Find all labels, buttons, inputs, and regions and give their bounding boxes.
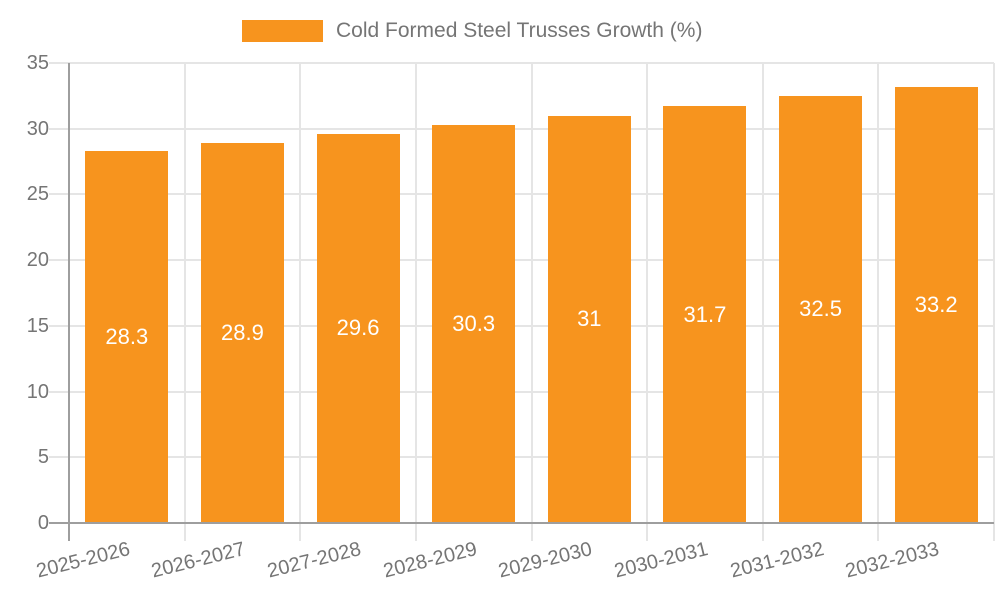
bar[interactable] xyxy=(85,151,169,523)
bar[interactable] xyxy=(547,115,631,523)
bar-value-label: 30.3 xyxy=(452,310,496,336)
y-tick-label: 20 xyxy=(26,249,49,271)
y-tick-label: 10 xyxy=(26,381,49,403)
gridline-vertical xyxy=(184,63,186,541)
bar-value-label: 33.2 xyxy=(914,291,958,317)
bar-value-label: 31 xyxy=(577,306,602,332)
gridline-vertical xyxy=(993,63,995,541)
bar-value-label: 28.9 xyxy=(221,320,264,346)
y-tick-label: 30 xyxy=(26,118,49,140)
y-tick-label: 5 xyxy=(37,446,49,468)
gridline-vertical xyxy=(762,63,764,541)
gridline-vertical xyxy=(646,63,648,541)
gridline-vertical xyxy=(877,63,879,541)
bar[interactable] xyxy=(200,143,284,523)
bar-value-label: 28.3 xyxy=(105,324,149,350)
bar-value-label: 29.6 xyxy=(336,315,380,341)
bar[interactable] xyxy=(894,86,978,523)
bar[interactable] xyxy=(779,95,863,523)
gridline-vertical xyxy=(299,63,301,541)
gridline-horizontal xyxy=(49,325,994,327)
gridline-horizontal xyxy=(49,193,994,195)
gridline-vertical xyxy=(531,63,533,541)
y-tick-label: 35 xyxy=(26,52,49,74)
bar[interactable] xyxy=(316,133,400,523)
legend-label: Cold Formed Steel Trusses Growth (%) xyxy=(336,19,703,42)
bar-value-label: 32.5 xyxy=(799,296,842,322)
y-tick-label: 25 xyxy=(26,183,49,205)
gridline-horizontal xyxy=(49,259,994,261)
gridline-horizontal xyxy=(49,62,994,64)
legend-swatch xyxy=(242,20,323,42)
gridline-horizontal xyxy=(49,456,994,458)
gridline-horizontal xyxy=(49,128,994,130)
y-axis-line xyxy=(68,63,70,541)
gridline-vertical xyxy=(415,63,417,541)
x-axis-line xyxy=(49,522,994,524)
bar[interactable] xyxy=(432,124,516,523)
bar-value-label: 31.7 xyxy=(683,301,727,327)
legend[interactable]: Cold Formed Steel Trusses Growth (%) xyxy=(242,19,702,43)
y-tick-label: 0 xyxy=(37,512,49,534)
y-tick-label: 15 xyxy=(26,315,49,337)
gridline-horizontal xyxy=(49,391,994,393)
bar[interactable] xyxy=(663,106,747,523)
